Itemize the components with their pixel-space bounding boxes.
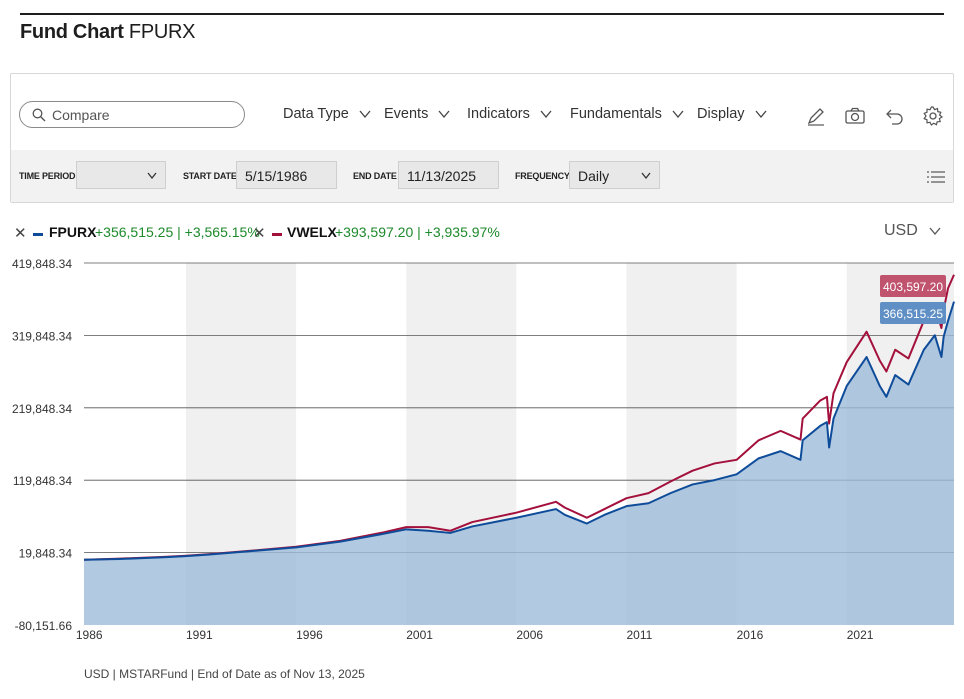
chevron-down-icon — [147, 172, 157, 179]
last-value-label: 366,515.25 — [883, 307, 943, 321]
menu-display[interactable]: Display — [697, 106, 767, 122]
camera-icon — [845, 107, 865, 124]
search-icon — [32, 108, 46, 122]
legend-fpurx-change: +356,515.25 | +3,565.15% — [95, 224, 260, 240]
last-value-tag — [880, 275, 946, 297]
draw-tool-button[interactable] — [805, 105, 827, 127]
x-tick-label: 2011 — [626, 628, 652, 642]
y-tick-label: 319,848.34 — [12, 329, 72, 343]
chevron-down-icon — [672, 110, 684, 118]
chevron-down-icon — [540, 110, 552, 118]
top-rule — [20, 13, 944, 15]
menu-indicators-label: Indicators — [467, 106, 530, 122]
menu-events[interactable]: Events — [384, 106, 450, 122]
gear-icon — [923, 106, 944, 126]
vwelx-swatch — [272, 233, 282, 236]
x-tick-label: 1991 — [186, 628, 213, 642]
chevron-down-icon — [929, 227, 941, 235]
chevron-down-icon — [438, 110, 450, 118]
menu-fundamentals[interactable]: Fundamentals — [570, 106, 684, 122]
fpurx-area — [84, 301, 954, 625]
legend-vwelx-change: +393,597.20 | +3,935.97% — [335, 224, 500, 240]
compare-search-input[interactable]: Compare — [19, 101, 245, 128]
menu-events-label: Events — [384, 106, 429, 122]
start-date-input[interactable]: 5/15/1986 — [236, 161, 337, 189]
pencil-icon — [807, 108, 824, 126]
menu-fundamentals-label: Fundamentals — [570, 106, 662, 122]
frequency-value: Daily — [578, 168, 610, 184]
toolbar: Compare Data Type Events Indicators Fund… — [11, 74, 953, 150]
screenshot-button[interactable] — [844, 105, 866, 127]
last-value-tag — [880, 302, 946, 324]
end-date-input[interactable]: 11/13/2025 — [398, 161, 499, 189]
menu-indicators[interactable]: Indicators — [467, 106, 552, 122]
chevron-down-icon — [359, 110, 371, 118]
compare-placeholder: Compare — [52, 107, 110, 123]
x-tick-label: 1986 — [76, 628, 103, 642]
y-tick-label: 419,848.34 — [12, 257, 72, 271]
x-tick-label: 2006 — [516, 628, 543, 642]
page-title-ticker: FPURX — [128, 21, 196, 43]
chevron-down-icon — [755, 110, 767, 118]
undo-button[interactable] — [884, 105, 906, 127]
end-date-label: END DATE — [353, 171, 397, 181]
y-tick-label: 119,848.34 — [13, 474, 72, 488]
menu-display-label: Display — [697, 106, 745, 122]
y-tick-label: 19,848.34 — [19, 547, 73, 561]
price-chart[interactable]: 419,848.34 319,848.34 219,848.34 119,848.34… — [0, 255, 964, 650]
legend-fpurx-ticker: FPURX — [49, 224, 97, 240]
fpurx-swatch — [33, 233, 43, 236]
fpurx-line — [83, 301, 955, 561]
currency-select[interactable]: USD — [884, 222, 941, 240]
time-period-label: TIME PERIOD — [19, 171, 76, 181]
x-tick-label: 2016 — [737, 628, 764, 642]
x-tick-label: 2001 — [406, 628, 433, 642]
chevron-down-icon — [641, 172, 651, 179]
currency-value: USD — [884, 222, 918, 239]
legend-vwelx-ticker: VWELX — [287, 224, 337, 240]
x-tick-label: 2021 — [847, 628, 874, 642]
frequency-select[interactable]: Daily — [569, 161, 660, 189]
undo-icon — [886, 109, 903, 125]
time-period-select[interactable] — [76, 161, 166, 189]
x-tick-label: 1996 — [296, 628, 323, 642]
settings-button[interactable] — [922, 105, 944, 127]
chart-footer: USD | MSTARFund | End of Date as of Nov … — [84, 667, 365, 681]
list-view-icon[interactable] — [927, 170, 945, 186]
remove-vwelx-icon[interactable]: ✕ — [253, 225, 266, 242]
frequency-label: FREQUENCY — [515, 171, 570, 181]
page-title-main: Fund Chart — [20, 21, 124, 43]
menu-data-type-label: Data Type — [283, 106, 349, 122]
start-date-label: START DATE — [183, 171, 237, 181]
last-value-label: 403,597.20 — [883, 280, 943, 294]
filter-bar: TIME PERIOD START DATE 5/15/1986 END DAT… — [11, 150, 953, 202]
menu-data-type[interactable]: Data Type — [283, 106, 371, 122]
chart-controls-panel: Compare Data Type Events Indicators Fund… — [10, 73, 954, 203]
y-tick-label: -80,151.66 — [15, 619, 73, 633]
remove-fpurx-icon[interactable]: ✕ — [14, 225, 27, 242]
page-title: Fund Chart FPURX — [20, 21, 196, 44]
y-tick-label: 219,848.34 — [12, 402, 72, 416]
